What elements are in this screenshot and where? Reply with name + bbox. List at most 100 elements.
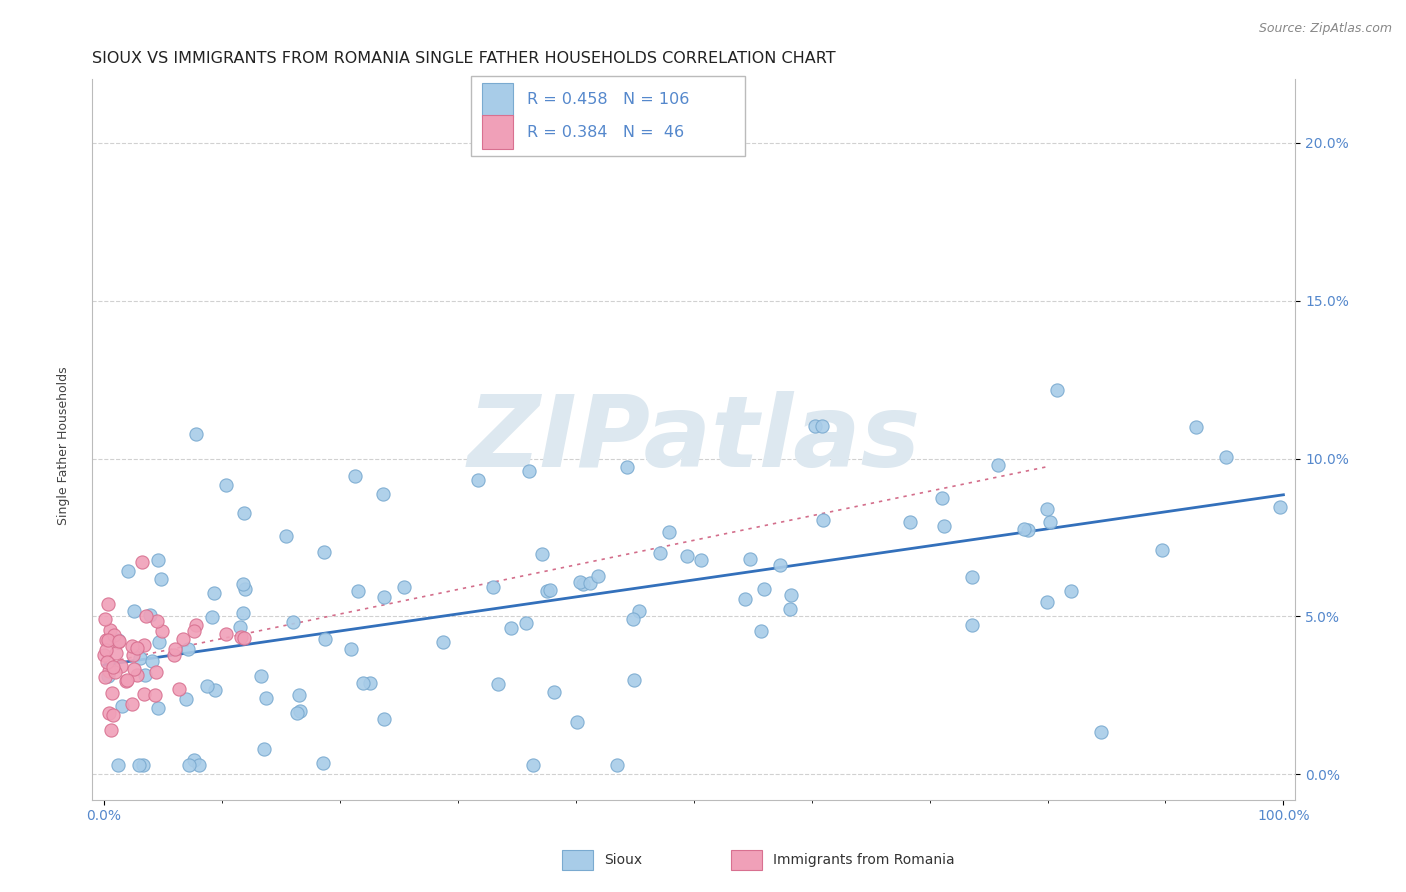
Point [931,491,953,505]
Point [132,687,155,701]
Point [250,669,273,683]
Point [932,519,955,533]
Point [501,621,523,635]
Point [229,630,252,644]
Point [312,756,335,770]
Point [481,580,503,594]
Text: R = 0.384   N =  46: R = 0.384 N = 46 [527,125,685,139]
Point [359,676,381,690]
Point [107,632,129,647]
Point [1036,502,1059,516]
Point [125,640,148,655]
Point [274,529,297,543]
Point [623,673,645,688]
Point [314,632,336,647]
Point [579,576,602,591]
Point [150,624,173,639]
Point [283,615,305,629]
Point [134,667,156,681]
Point [650,546,672,560]
Point [467,473,489,487]
Point [111,699,134,714]
Point [93,648,115,662]
Point [392,580,415,594]
Point [1039,515,1062,529]
Point [373,487,395,501]
Point [288,704,311,718]
Point [572,576,595,591]
Point [347,584,370,599]
Point [373,712,395,726]
Point [960,570,983,584]
Point [543,684,565,698]
Point [233,582,256,596]
Point [94,632,117,647]
Point [811,513,834,527]
Point [804,418,827,433]
Point [149,572,172,586]
Point [987,458,1010,473]
Point [172,632,194,646]
Point [517,464,540,478]
Point [98,623,121,637]
Point [184,618,207,632]
Point [202,586,225,600]
Text: Sioux: Sioux [605,853,643,867]
Point [312,545,335,559]
Point [103,708,125,723]
Point [104,646,127,660]
Point [232,607,254,621]
Point [135,609,157,624]
Point [486,677,509,691]
Point [122,662,145,676]
Point [229,620,252,634]
Point [779,602,801,616]
Point [606,758,628,772]
Point [536,584,558,599]
Point [97,632,120,647]
Point [163,641,186,656]
Point [658,525,681,540]
Point [187,758,209,772]
Point [93,670,115,684]
Point [204,682,226,697]
Point [97,664,120,678]
Point [132,758,155,772]
Point [752,582,775,596]
Point [131,555,153,569]
Text: Single Father Households: Single Father Households [56,367,70,525]
Point [740,552,762,566]
Point [690,553,713,567]
Point [515,616,537,631]
Point [734,592,756,607]
Point [146,701,169,715]
Point [122,605,145,619]
Text: R = 0.458   N = 106: R = 0.458 N = 106 [527,93,689,107]
Point [1184,420,1206,434]
Point [96,655,118,669]
Point [215,627,238,641]
Point [97,597,120,611]
Point [214,478,236,492]
Point [146,614,169,628]
Point [569,574,592,589]
Point [233,631,256,645]
Point [145,665,167,679]
Point [232,576,254,591]
Point [146,553,169,567]
Point [121,640,143,654]
Point [100,723,122,738]
Text: SIOUX VS IMMIGRANTS FROM ROMANIA SINGLE FATHER HOUSEHOLDS CORRELATION CHART: SIOUX VS IMMIGRANTS FROM ROMANIA SINGLE … [93,51,835,66]
Point [1215,450,1237,464]
Point [94,642,117,657]
Point [586,569,609,583]
Point [538,582,561,597]
Point [565,715,588,730]
Point [779,588,801,602]
Point [117,565,139,579]
Point [352,676,374,690]
Point [183,753,205,767]
Text: ZIPatlas: ZIPatlas [467,391,921,488]
Point [148,634,170,648]
Point [769,558,792,572]
